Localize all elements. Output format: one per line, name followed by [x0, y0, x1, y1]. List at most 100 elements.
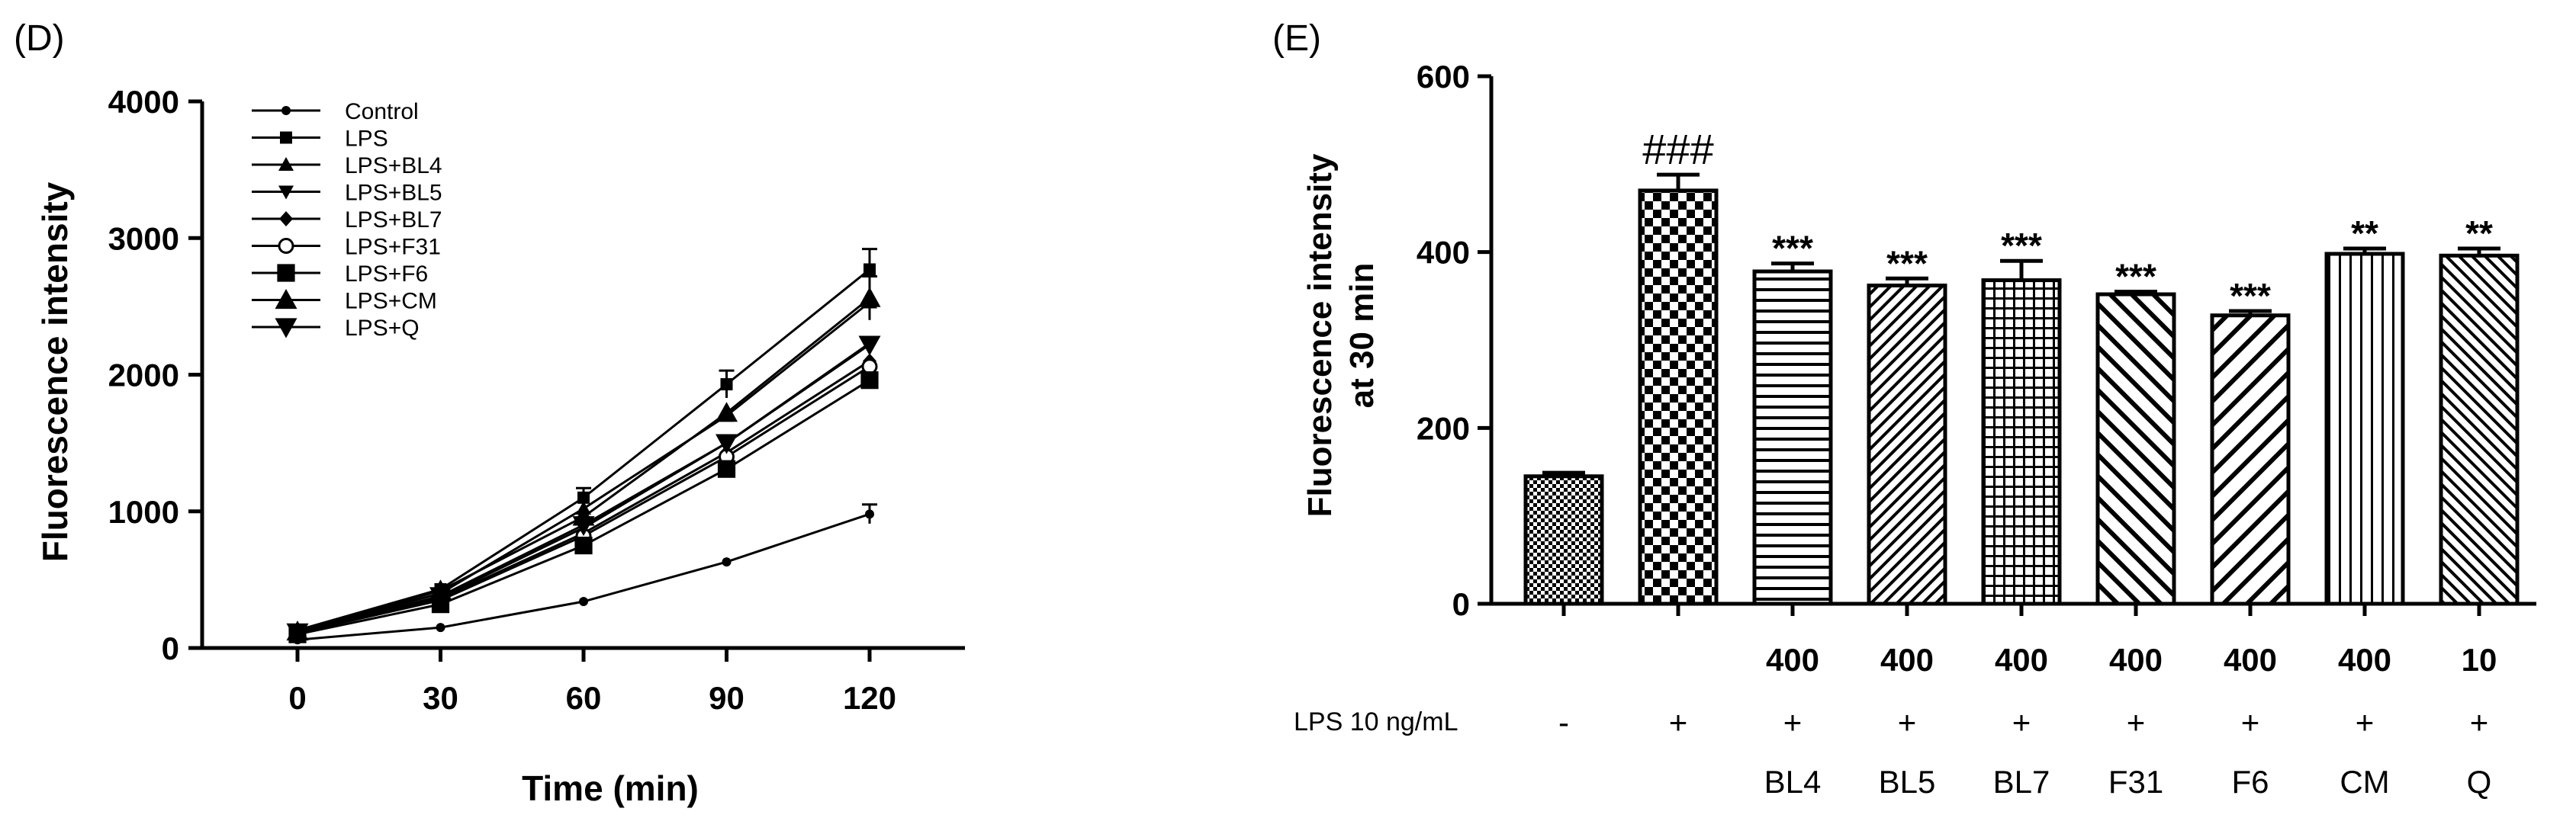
bar	[1638, 188, 1719, 606]
series-lps-bl4	[290, 294, 877, 638]
legend-marker	[275, 318, 297, 338]
data-point	[429, 587, 452, 608]
data-point	[863, 263, 876, 276]
dose-label: 10	[2462, 642, 2497, 678]
legend-item: LPS+F31	[252, 235, 441, 260]
legend-marker	[278, 185, 294, 200]
data-point	[860, 371, 879, 390]
legend-label: LPS+Q	[345, 316, 420, 341]
bar-chart-y-axis-label-line1: Fluorescence intensity	[1301, 153, 1339, 517]
line-chart-y-axis-label: Fluorescence intensity	[35, 181, 75, 562]
line-chart-legend: ControlLPSLPS+BL4LPS+BL5LPS+BL7LPS+F31LP…	[252, 99, 442, 341]
line-chart-series	[286, 248, 881, 645]
dose-label: 400	[2224, 642, 2277, 678]
panel-d-label: (D)	[14, 18, 65, 59]
data-point	[865, 509, 874, 519]
line-chart-axes: 0 1000 2000 3000 4000 0 30 60 90 120	[108, 84, 965, 716]
sample-label: CM	[2340, 764, 2389, 800]
y-tick-label: 0	[1452, 586, 1470, 622]
bar	[1867, 283, 1947, 606]
y-tick-label: 3000	[108, 220, 179, 256]
line-chart-x-axis-label: Time (min)	[522, 768, 699, 808]
bar	[1752, 269, 1833, 606]
legend-item: LPS+Q	[252, 316, 420, 341]
legend-marker	[278, 157, 294, 171]
significance-annotation: ###	[1642, 125, 1713, 173]
legend-item: LPS+BL4	[252, 153, 442, 178]
data-point	[577, 491, 590, 504]
y-tick-label: 600	[1417, 59, 1470, 95]
significance-annotation: **	[2465, 213, 2493, 253]
bar-group-lps: ###	[1638, 125, 1719, 606]
significance-annotation: **	[2351, 213, 2378, 253]
series-line	[297, 301, 870, 633]
legend-label: LPS	[345, 127, 388, 152]
sample-label: Q	[2467, 764, 2492, 800]
lps-indicator: +	[2012, 704, 2031, 740]
legend-label: LPS+BL5	[345, 181, 442, 206]
legend-item: Control	[252, 99, 419, 124]
data-point	[722, 557, 732, 567]
legend-label: LPS+CM	[345, 289, 437, 314]
legend-marker	[280, 131, 292, 144]
data-point	[716, 402, 738, 422]
lps-indicator: +	[2470, 704, 2489, 740]
dose-label: 400	[2338, 642, 2391, 678]
data-point	[858, 287, 881, 307]
series-line	[297, 297, 870, 633]
bar-chart-bars: ###*** *** ****** ***** **	[1523, 125, 2520, 606]
bar-group-f6: ***	[2210, 276, 2291, 606]
x-tick-label: 0	[288, 680, 306, 716]
y-tick-label: 400	[1417, 235, 1470, 271]
legend-label: LPS+BL4	[345, 153, 442, 178]
bar-group-q: **	[2439, 213, 2520, 606]
bar	[2439, 253, 2520, 606]
legend-marker	[281, 106, 291, 115]
legend-label: Control	[345, 99, 419, 124]
sample-label: F31	[2108, 764, 2163, 800]
data-point	[574, 536, 593, 555]
legend-marker	[278, 238, 294, 254]
bar-group-bl4: ***	[1752, 229, 1833, 606]
legend-item: LPS+F6	[252, 261, 428, 287]
legend-label: LPS+F6	[345, 261, 428, 287]
lps-row-label: LPS 10 ng/mL	[1294, 707, 1458, 736]
panel-e-label: (E)	[1272, 18, 1321, 59]
legend-label: LPS+BL7	[345, 207, 442, 233]
legend-marker	[275, 289, 297, 310]
lps-indicator: +	[1783, 704, 1803, 740]
data-point	[861, 358, 878, 375]
bar-group-bl7: ***	[1981, 226, 2062, 606]
dose-label: 400	[1995, 642, 2048, 678]
bar-group-cm: **	[2324, 213, 2405, 606]
significance-annotation: ***	[2115, 257, 2156, 297]
bar-group-bl5: ***	[1867, 243, 1947, 606]
data-point	[572, 516, 595, 537]
x-tick-label: 90	[709, 680, 744, 716]
sample-label: BL4	[1764, 764, 1822, 800]
lps-indicator: +	[1898, 704, 1917, 740]
bar	[2324, 252, 2405, 606]
legend-item: LPS+BL5	[252, 181, 442, 206]
legend-item: LPS+CM	[252, 289, 437, 314]
sample-label: BL7	[1993, 764, 2050, 800]
sample-label: BL5	[1879, 764, 1936, 800]
data-point	[717, 460, 736, 478]
legend-item: LPS	[252, 127, 388, 152]
y-tick-label: 2000	[108, 358, 179, 393]
y-tick-label: 0	[162, 630, 179, 666]
bar-group-control	[1523, 470, 1604, 606]
sample-label: F6	[2231, 764, 2269, 800]
lps-indicator: +	[2241, 704, 2260, 740]
lps-indicator: +	[2127, 704, 2146, 740]
significance-annotation: ***	[1886, 243, 1928, 283]
y-tick-label: 1000	[108, 494, 179, 530]
data-point	[716, 434, 738, 454]
bar	[1981, 278, 2062, 606]
data-point	[436, 623, 445, 633]
data-point	[720, 378, 733, 391]
y-tick-label: 4000	[108, 84, 179, 120]
bar-group-f31: ***	[2095, 257, 2176, 606]
x-tick-label: 60	[566, 680, 602, 716]
